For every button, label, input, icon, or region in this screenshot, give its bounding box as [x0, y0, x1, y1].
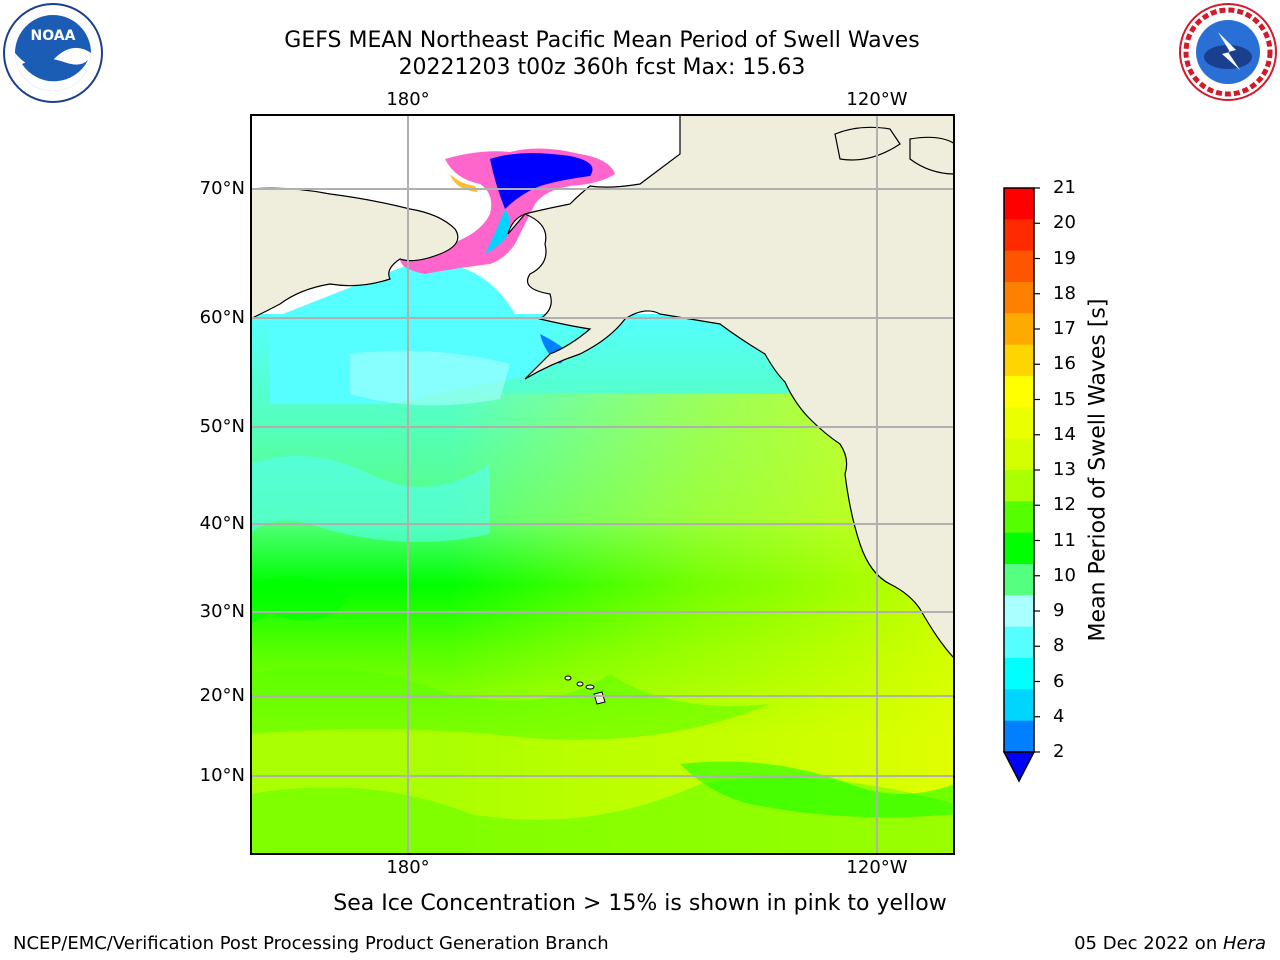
colorbar-tick-label: 10 [1053, 564, 1076, 586]
colorbar-segment [1004, 595, 1034, 628]
colorbar-tick-label: 6 [1053, 670, 1065, 692]
colorbar-tick-label: 12 [1053, 494, 1076, 516]
colorbar-tick-label: 20 [1053, 212, 1076, 234]
colorbar-segment [1004, 626, 1034, 659]
colorbar-tick-label: 4 [1053, 705, 1065, 727]
colorbar-ticks [1034, 187, 1040, 753]
colorbar-tick-label: 18 [1053, 282, 1076, 304]
credit-left: NCEP/EMC/Verification Post Processing Pr… [13, 933, 609, 954]
colorbar-tick-label: 19 [1053, 247, 1076, 269]
colorbar-segment [1004, 720, 1034, 753]
colorbar-segment [1004, 532, 1034, 565]
colorbar-tick-label: 16 [1053, 353, 1076, 375]
lat-label-60n: 60°N [199, 307, 245, 328]
lon-label-top-180: 180° [386, 89, 430, 110]
colorbar-extend-arrow [1002, 751, 1036, 783]
colorbar-segment [1004, 282, 1034, 314]
lat-label-10n: 10°N [199, 765, 245, 786]
colorbar [1002, 187, 1036, 783]
nws-logo [1178, 2, 1278, 102]
colorbar-tick-label: 17 [1053, 318, 1076, 339]
sea-ice-note: Sea Ice Concentration > 15% is shown in … [333, 891, 947, 916]
lat-label-50n: 50°N [199, 416, 245, 437]
credit-machine: Hera [1222, 933, 1266, 954]
colorbar-segment [1004, 658, 1034, 690]
north-america-land [507, 115, 954, 659]
credit-date: 05 Dec 2022 on [1074, 933, 1223, 954]
swell-band [251, 667, 770, 740]
colorbar-tick-label: 21 [1053, 177, 1076, 198]
sea-ice-core [490, 153, 593, 209]
credit-right: 05 Dec 2022 on Hera [1074, 933, 1266, 954]
sea-ice-fringe [450, 174, 478, 192]
siberia-land [251, 187, 459, 320]
short-period-patch [251, 456, 490, 542]
map-panel [250, 114, 955, 855]
lon-label-bottom-180: 180° [386, 857, 430, 878]
arctic-island [834, 126, 901, 161]
colorbar-tick-label: 15 [1053, 388, 1076, 410]
colorbar-segment [1004, 219, 1034, 252]
lon-label-top-120w: 120°W [846, 89, 908, 110]
colorbar-tick-label: 2 [1053, 741, 1065, 762]
colorbar-segment [1004, 250, 1034, 283]
colorbar-segment [1004, 689, 1034, 722]
chart-subtitle: 20221203 t00z 360h fcst Max: 15.63 [398, 55, 806, 80]
colorbar-segment [1004, 376, 1034, 408]
colorbar-tick-label: 11 [1053, 529, 1076, 551]
lat-label-70n: 70°N [199, 178, 245, 199]
noaa-logo-text: NOAA [31, 28, 76, 44]
map-frame [250, 114, 955, 855]
colorbar-segment [1004, 438, 1034, 471]
colorbar-segment [1004, 313, 1034, 346]
lat-label-20n: 20°N [199, 685, 245, 706]
colorbar-segment [1004, 344, 1034, 377]
chart-title: GEFS MEAN Northeast Pacific Mean Period … [284, 28, 920, 53]
colorbar-label: Mean Period of Swell Waves [s] [1085, 298, 1111, 642]
colorbar-tick-label: 14 [1053, 423, 1076, 445]
bering-patch [350, 350, 510, 406]
noaa-logo: NOAA [2, 2, 104, 104]
colorbar-tick-label: 13 [1053, 459, 1076, 480]
colorbar-segment [1004, 188, 1034, 220]
arctic-island-2 [909, 136, 954, 175]
graticule [251, 115, 954, 854]
sea-ice-channel [485, 209, 510, 254]
colorbar-segment [1004, 470, 1034, 502]
colorbar-segment [1004, 407, 1034, 440]
colorbar-segment [1004, 564, 1034, 596]
colorbar-tick-label: 9 [1053, 600, 1065, 621]
lat-label-30n: 30°N [199, 601, 245, 622]
lon-label-bottom-120w: 120°W [846, 857, 908, 878]
lat-label-40n: 40°N [199, 513, 245, 534]
colorbar-segment [1004, 501, 1034, 534]
colorbar-tick-label: 8 [1053, 635, 1065, 657]
